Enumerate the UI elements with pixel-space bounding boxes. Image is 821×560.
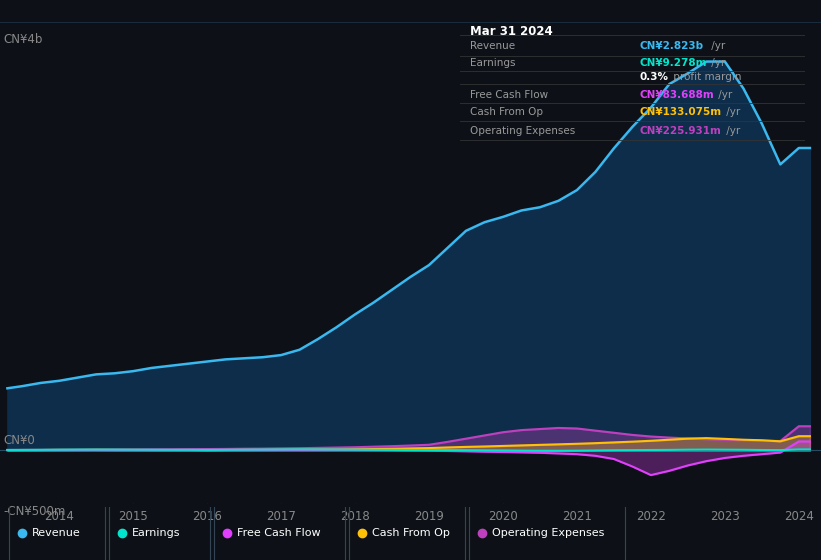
- Text: -CN¥500m: -CN¥500m: [4, 505, 66, 518]
- Text: Revenue: Revenue: [32, 529, 80, 538]
- Text: CN¥9.278m: CN¥9.278m: [640, 58, 707, 68]
- Text: Cash From Op: Cash From Op: [372, 529, 450, 538]
- Text: /yr: /yr: [722, 108, 741, 117]
- Text: 2015: 2015: [118, 510, 148, 524]
- Text: /yr: /yr: [708, 58, 725, 68]
- Text: CN¥83.688m: CN¥83.688m: [640, 90, 714, 100]
- Text: CN¥133.075m: CN¥133.075m: [640, 108, 722, 117]
- Text: Revenue: Revenue: [470, 41, 516, 51]
- Text: Earnings: Earnings: [132, 529, 181, 538]
- Text: Cash From Op: Cash From Op: [470, 108, 544, 117]
- Text: CN¥4b: CN¥4b: [4, 32, 43, 45]
- Text: Free Cash Flow: Free Cash Flow: [237, 529, 321, 538]
- Text: /yr: /yr: [708, 41, 725, 51]
- Text: 2022: 2022: [636, 510, 666, 524]
- Text: /yr: /yr: [715, 90, 732, 100]
- Text: CN¥0: CN¥0: [4, 434, 35, 447]
- Text: 2018: 2018: [340, 510, 370, 524]
- Text: 2021: 2021: [562, 510, 592, 524]
- Text: 2019: 2019: [414, 510, 444, 524]
- Text: 2023: 2023: [710, 510, 740, 524]
- Text: 2016: 2016: [192, 510, 222, 524]
- Text: CN¥225.931m: CN¥225.931m: [640, 125, 722, 136]
- Text: Operating Expenses: Operating Expenses: [470, 125, 576, 136]
- Text: 2024: 2024: [784, 510, 814, 524]
- Text: 2014: 2014: [44, 510, 74, 524]
- Text: Mar 31 2024: Mar 31 2024: [470, 25, 553, 38]
- Text: 2017: 2017: [266, 510, 296, 524]
- Text: Earnings: Earnings: [470, 58, 516, 68]
- Text: Operating Expenses: Operating Expenses: [492, 529, 604, 538]
- Text: Free Cash Flow: Free Cash Flow: [470, 90, 548, 100]
- Text: CN¥2.823b: CN¥2.823b: [640, 41, 704, 51]
- Text: profit margin: profit margin: [670, 72, 741, 82]
- Text: 2020: 2020: [488, 510, 518, 524]
- Text: 0.3%: 0.3%: [640, 72, 668, 82]
- Text: /yr: /yr: [722, 125, 741, 136]
